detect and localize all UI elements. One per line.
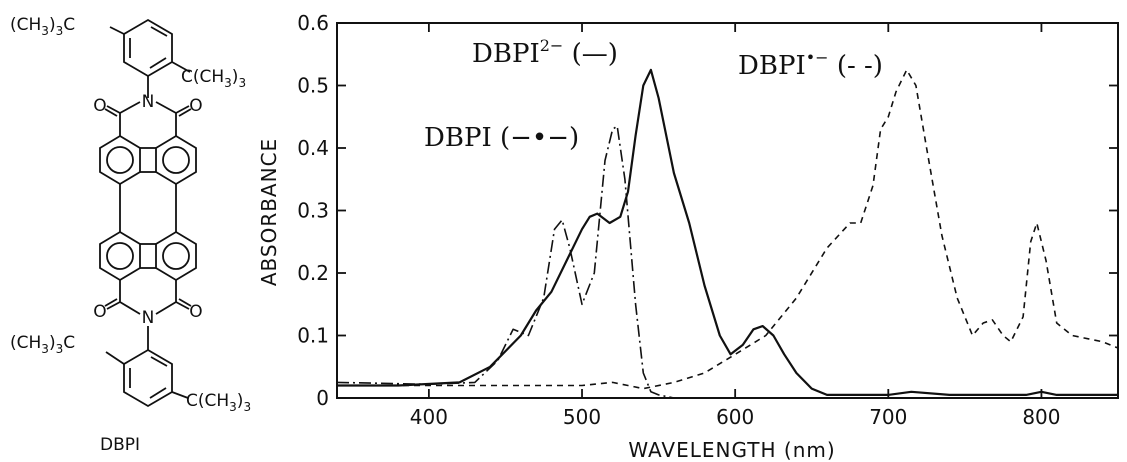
y-tick-label: 0.5 <box>297 74 329 98</box>
x-axis-title: WAVELENGTH (nm) <box>628 438 835 462</box>
x-tick-label: 400 <box>410 405 448 429</box>
chart-series <box>336 68 1119 399</box>
structure-atoms: N N O O O O (CH3)3C C(CH3)3 (CH3)3C C(CH… <box>10 15 251 455</box>
annotation-dbpi-dianion: DBPI2− (—) <box>472 36 618 69</box>
y-axis-title: ABSORBANCE <box>257 138 281 286</box>
atom-n-top: N <box>142 92 155 112</box>
substituent-bottom-left: (CH3)3C <box>10 333 75 356</box>
chart-annotations: DBPI2− (—) DBPI•− (- -) DBPI (−•−) <box>424 36 883 153</box>
y-tick-label: 0.4 <box>297 136 329 160</box>
x-tick-label: 600 <box>716 405 754 429</box>
substituent-top-left: (CH3)3C <box>10 15 75 38</box>
y-tick-label: 0.3 <box>297 199 329 223</box>
atom-o-3: O <box>93 302 106 322</box>
annotation-dbpi-neutral: DBPI (−•−) <box>424 123 579 153</box>
y-tick-label: 0.1 <box>297 324 329 348</box>
dbpi-structure: N N O O O O (CH3)3C C(CH3)3 (CH3)3C C(CH… <box>10 15 251 455</box>
plot-frame <box>336 22 1119 399</box>
atom-o-2: O <box>189 96 202 116</box>
atom-n-bottom: N <box>142 308 155 328</box>
atom-o-4: O <box>189 302 202 322</box>
series-line-dashdot <box>336 125 675 399</box>
series-line-dashed <box>337 69 1119 390</box>
x-tick-label: 800 <box>1022 405 1060 429</box>
y-tick-label: 0 <box>316 386 329 410</box>
structure-label: DBPI <box>100 435 140 455</box>
x-tick-label: 700 <box>869 405 907 429</box>
chart-axes: 400 500 600 700 800 0 0.1 0.2 0.3 0.4 0.5 0.6 <box>297 11 1119 429</box>
series-line-solid <box>337 68 1118 396</box>
annotation-dbpi-radical-anion: DBPI•− (- -) <box>738 48 883 81</box>
x-tick-label: 500 <box>563 405 601 429</box>
substituent-top-right: C(CH3)3 <box>181 67 246 90</box>
y-tick-label: 0.6 <box>297 11 329 35</box>
y-tick-label: 0.2 <box>297 261 329 285</box>
substituent-bottom-right: C(CH3)3 <box>186 391 251 414</box>
structure-bonds <box>99 18 197 408</box>
atom-o-1: O <box>93 96 106 116</box>
